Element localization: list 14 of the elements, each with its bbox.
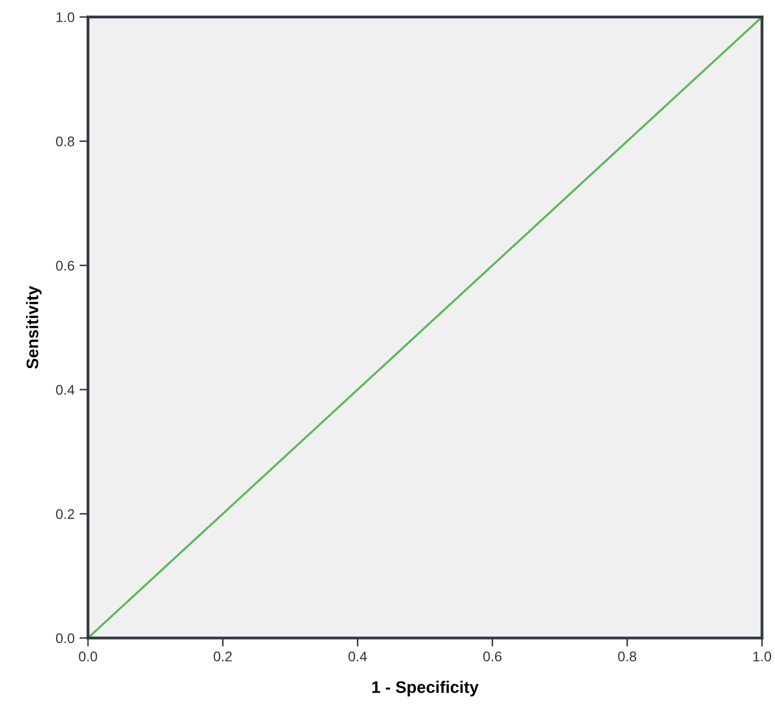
- x-tick-label: 1.0: [753, 652, 772, 662]
- y-tick-label: 1.0: [56, 12, 74, 22]
- x-tick-label: 0.0: [78, 652, 98, 662]
- x-tick-label: 0.8: [618, 652, 636, 662]
- y-tick-label: 0.0: [56, 633, 74, 644]
- y-axis-title: Sensitivity: [26, 286, 42, 369]
- x-tick-label: 0.2: [214, 652, 232, 662]
- x-tick-label: 0.6: [483, 652, 502, 662]
- y-tick-label: 0.4: [56, 384, 74, 395]
- x-axis-title: 1 - Specificity: [372, 680, 479, 696]
- y-tick-label: 0.8: [56, 136, 74, 146]
- y-tick-label: 0.2: [56, 509, 74, 519]
- y-tick-label: 0.6: [56, 260, 74, 271]
- x-tick-label: 0.4: [348, 652, 367, 662]
